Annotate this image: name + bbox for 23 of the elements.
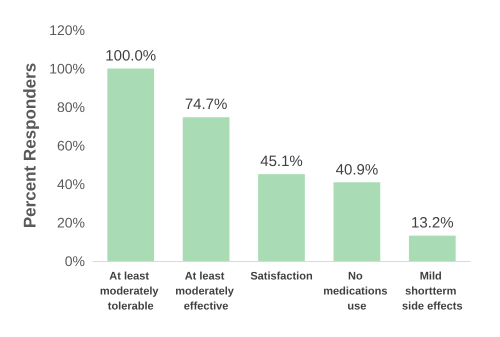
bar bbox=[182, 117, 230, 261]
x-tick-label: Satisfaction bbox=[250, 270, 313, 282]
bar bbox=[107, 68, 154, 261]
x-tick-label: No medications use bbox=[323, 270, 391, 312]
y-tick-label: 120% bbox=[49, 22, 85, 38]
y-tick-label: 20% bbox=[56, 214, 85, 230]
y-tick-label: 40% bbox=[56, 176, 85, 192]
y-tick-label: 60% bbox=[56, 138, 85, 154]
y-axis-title: Percent Responders bbox=[20, 62, 40, 228]
x-tick-label: At least moderately tolerable bbox=[100, 270, 162, 312]
x-tick-label: At least moderately effective bbox=[175, 270, 237, 312]
y-tick-label: 100% bbox=[49, 60, 85, 76]
y-tick-label: 0% bbox=[64, 253, 85, 269]
data-label: 40.9% bbox=[336, 161, 378, 178]
bar bbox=[334, 182, 380, 261]
y-tick-label: 80% bbox=[56, 99, 85, 115]
data-label: 100.0% bbox=[105, 48, 156, 64]
bar bbox=[408, 236, 456, 261]
bar bbox=[258, 174, 305, 261]
data-label: 45.1% bbox=[260, 153, 303, 170]
data-label: 13.2% bbox=[411, 214, 454, 232]
data-label: 74.7% bbox=[184, 96, 228, 114]
x-tick-label: Mild shortterm side effects bbox=[402, 270, 463, 312]
